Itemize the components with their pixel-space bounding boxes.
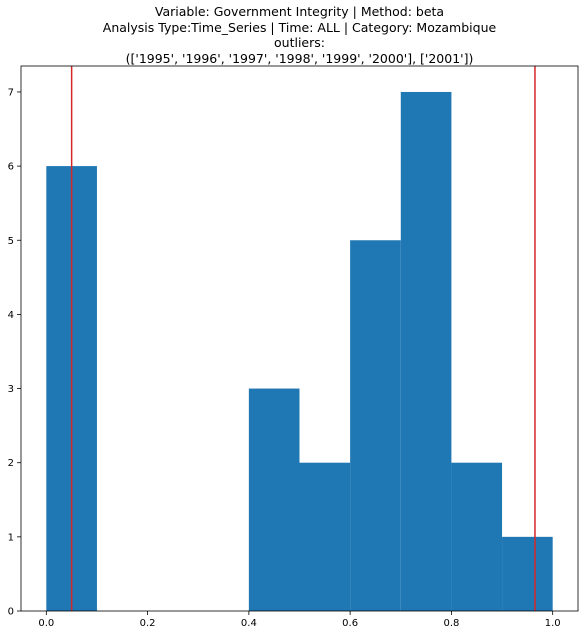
x-tick-label: 0.8 bbox=[443, 618, 459, 629]
bars-group bbox=[46, 91, 553, 611]
histogram-bar bbox=[248, 388, 300, 611]
x-tick-label: 0.0 bbox=[38, 618, 54, 629]
y-tick-label: 2 bbox=[8, 458, 14, 469]
plot-frame bbox=[20, 65, 579, 612]
outlier-lines-group bbox=[70, 66, 536, 611]
x-axis: 0.0 0.2 0.4 0.6 0.8 1.0 bbox=[38, 611, 561, 629]
histogram-bar bbox=[451, 462, 503, 611]
x-tick-label: 0.2 bbox=[140, 618, 156, 629]
title-line-1: Variable: Government Integrity | Method:… bbox=[154, 4, 445, 19]
y-axis: 0 1 2 3 4 5 6 7 bbox=[8, 87, 21, 618]
histogram-bar bbox=[502, 536, 553, 611]
x-tick-label: 0.6 bbox=[342, 618, 358, 629]
y-tick-label: 5 bbox=[8, 236, 14, 247]
x-tick-label: 1.0 bbox=[545, 618, 561, 629]
y-tick-label: 0 bbox=[8, 607, 14, 618]
y-tick-label: 7 bbox=[8, 87, 14, 98]
x-tick-label: 0.4 bbox=[241, 618, 257, 629]
histogram-bar bbox=[299, 462, 351, 611]
histogram-bar bbox=[350, 240, 401, 611]
title-line-3: outliers: bbox=[274, 35, 325, 50]
histogram-bar bbox=[400, 91, 452, 611]
title-line-4: (['1995', '1996', '1997', '1998', '1999'… bbox=[125, 50, 474, 66]
y-tick-label: 4 bbox=[8, 310, 14, 321]
chart-title: Variable: Government Integrity | Method:… bbox=[0, 4, 585, 66]
y-tick-label: 1 bbox=[8, 532, 14, 543]
y-tick-label: 3 bbox=[8, 384, 14, 395]
title-line-2: Analysis Type:Time_Series | Time: ALL | … bbox=[102, 19, 497, 35]
y-tick-label: 6 bbox=[8, 162, 14, 173]
